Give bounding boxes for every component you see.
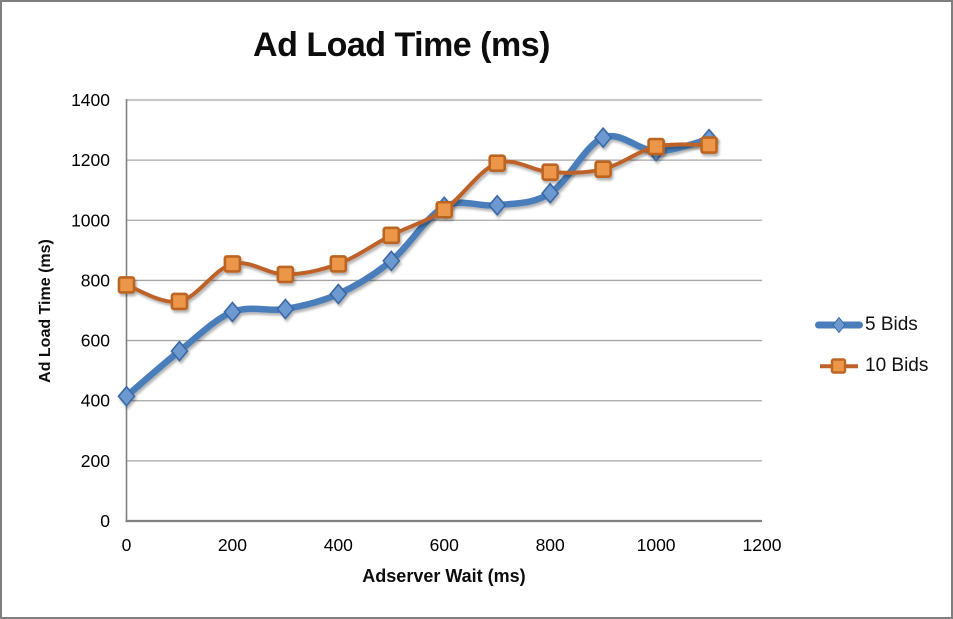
x-tick-label-600: 600 [430,535,459,555]
data-point-marker [117,276,136,294]
y-tick-label-600: 600 [81,331,110,351]
y-tick-label-800: 800 [81,270,110,290]
x-axis-title: Adserver Wait (ms) [362,566,526,586]
series-10-bids [117,136,718,311]
x-tick-label-1000: 1000 [637,535,676,555]
legend-swatch-5-bids-icon [815,316,863,334]
data-point-marker [223,301,242,323]
legend-item-5-bids: 5 Bids [814,310,951,340]
data-point-marker [276,265,295,284]
data-point-marker [329,283,348,305]
data-point-marker [594,126,613,149]
data-point-marker [223,255,242,273]
data-point-marker [117,385,136,407]
legend: 5 Bids 10 Bids [814,310,951,392]
legend-item-10-bids: 10 Bids [814,351,951,381]
data-point-marker [276,298,295,320]
x-tick-label-200: 200 [218,535,247,555]
data-point-marker [382,226,401,245]
series-line [123,132,713,400]
series-5-bids [117,126,719,407]
data-point-marker [594,160,612,178]
legend-label-10-bids: 10 Bids [865,355,929,376]
y-tick-label-0: 0 [100,511,110,531]
y-tick-label-200: 200 [81,451,110,471]
legend-swatch-10-bids-icon [820,358,858,374]
y-tick-label-400: 400 [81,391,110,411]
data-point-marker [541,163,559,181]
data-point-marker [382,250,401,272]
data-point-marker [488,194,507,216]
data-point-marker [541,182,560,204]
data-point-marker [488,154,507,172]
data-point-marker [647,137,665,156]
data-point-marker [170,292,189,311]
x-tick-label-0: 0 [122,535,132,555]
y-axis-title: Ad Load Time (ms) [37,239,54,383]
y-tick-label-1000: 1000 [71,210,110,230]
data-point-marker [700,136,718,154]
series-line [124,142,712,304]
y-tick-label-1200: 1200 [71,150,110,170]
y-tick-label-1400: 1400 [71,90,110,110]
chart-title: Ad Load Time (ms) [253,26,550,64]
x-tick-label-400: 400 [324,535,353,555]
data-point-marker [435,200,454,219]
x-tick-label-800: 800 [536,535,565,555]
legend-label-5-bids: 5 Bids [865,314,918,335]
data-point-marker [170,340,189,362]
x-tick-label-1200: 1200 [743,535,782,555]
data-point-marker [329,255,348,273]
